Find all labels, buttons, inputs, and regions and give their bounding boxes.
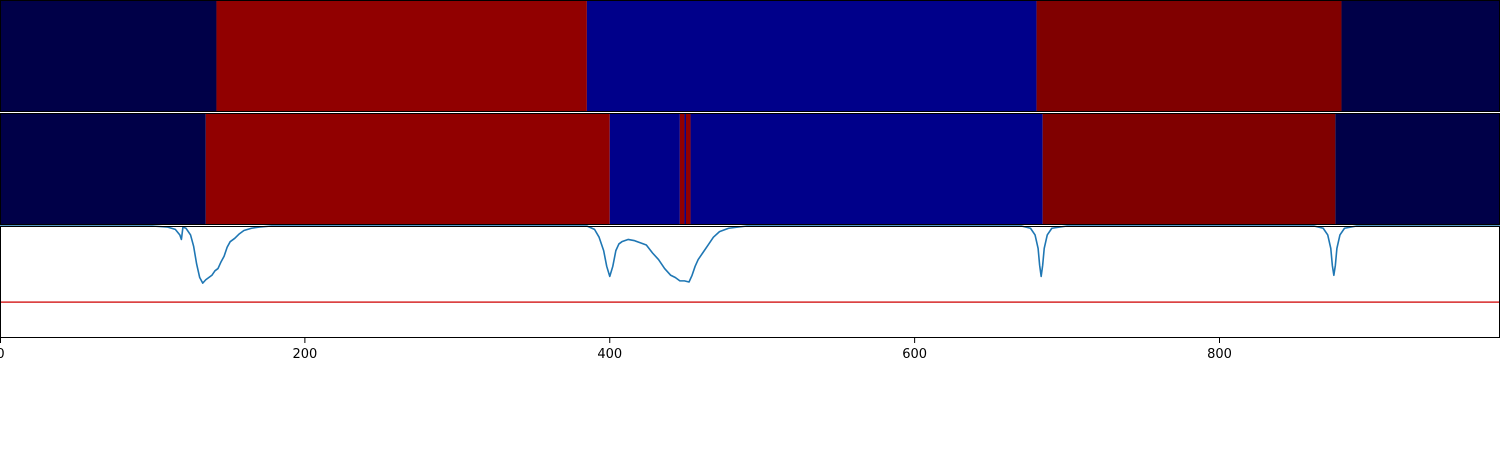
segment-row2-0: [0, 113, 206, 225]
line-panel: [0, 225, 1500, 338]
segment-row1-1: [216, 0, 587, 112]
segment-row2-3: [679, 113, 685, 225]
segment-row-top: [0, 0, 1500, 112]
segment-row-middle: [0, 113, 1500, 225]
x-axis: 0 200 400 600 800: [0, 338, 1232, 362]
x-tick-label-200: 200: [292, 347, 317, 362]
x-tick-label-400: 400: [597, 347, 622, 362]
x-tick-label-800: 800: [1207, 347, 1232, 362]
segment-row2-1: [205, 113, 610, 225]
segment-row2-5: [685, 113, 691, 225]
segment-row2-4: [684, 113, 686, 225]
segment-row2-2: [609, 113, 680, 225]
segment-row2-6: [690, 113, 1043, 225]
x-tick-label-600: 600: [902, 347, 927, 362]
segment-row1-0: [0, 0, 217, 112]
series-line: [0, 225, 1500, 284]
segment-row1-4: [1341, 0, 1500, 112]
segment-row1-3: [1036, 0, 1342, 112]
x-tick-label-0: 0: [0, 347, 5, 362]
segment-row2-7: [1042, 113, 1336, 225]
segment-row1-2: [586, 0, 1037, 112]
line-panel-background: [0, 226, 1500, 338]
segment-row2-8: [1335, 113, 1500, 225]
